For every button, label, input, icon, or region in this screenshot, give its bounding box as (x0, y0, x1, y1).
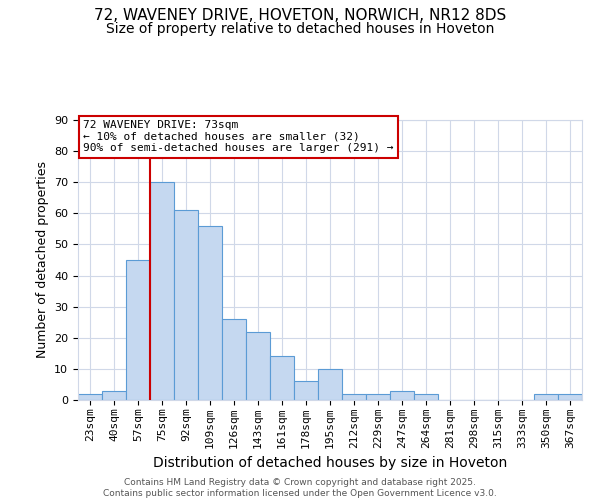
Bar (102, 390, 126, 400)
Bar (366, 394, 390, 400)
Bar (222, 319, 246, 400)
Bar (414, 394, 438, 400)
Bar (198, 226, 222, 400)
Text: Size of property relative to detached houses in Hoveton: Size of property relative to detached ho… (106, 22, 494, 36)
Text: Contains HM Land Registry data © Crown copyright and database right 2025.
Contai: Contains HM Land Registry data © Crown c… (103, 478, 497, 498)
Bar (318, 369, 342, 400)
Bar (294, 382, 318, 400)
Text: 72, WAVENEY DRIVE, HOVETON, NORWICH, NR12 8DS: 72, WAVENEY DRIVE, HOVETON, NORWICH, NR1… (94, 8, 506, 22)
Bar (390, 390, 414, 400)
Bar (150, 182, 174, 400)
Bar (270, 356, 294, 400)
Text: 72 WAVENEY DRIVE: 73sqm
← 10% of detached houses are smaller (32)
90% of semi-de: 72 WAVENEY DRIVE: 73sqm ← 10% of detache… (83, 120, 394, 153)
Y-axis label: Number of detached properties: Number of detached properties (35, 162, 49, 358)
X-axis label: Distribution of detached houses by size in Hoveton: Distribution of detached houses by size … (153, 456, 507, 470)
Bar (78, 394, 102, 400)
Bar (342, 394, 366, 400)
Bar (174, 210, 198, 400)
Bar (126, 260, 150, 400)
Bar (246, 332, 270, 400)
Bar (534, 394, 558, 400)
Bar (558, 394, 582, 400)
